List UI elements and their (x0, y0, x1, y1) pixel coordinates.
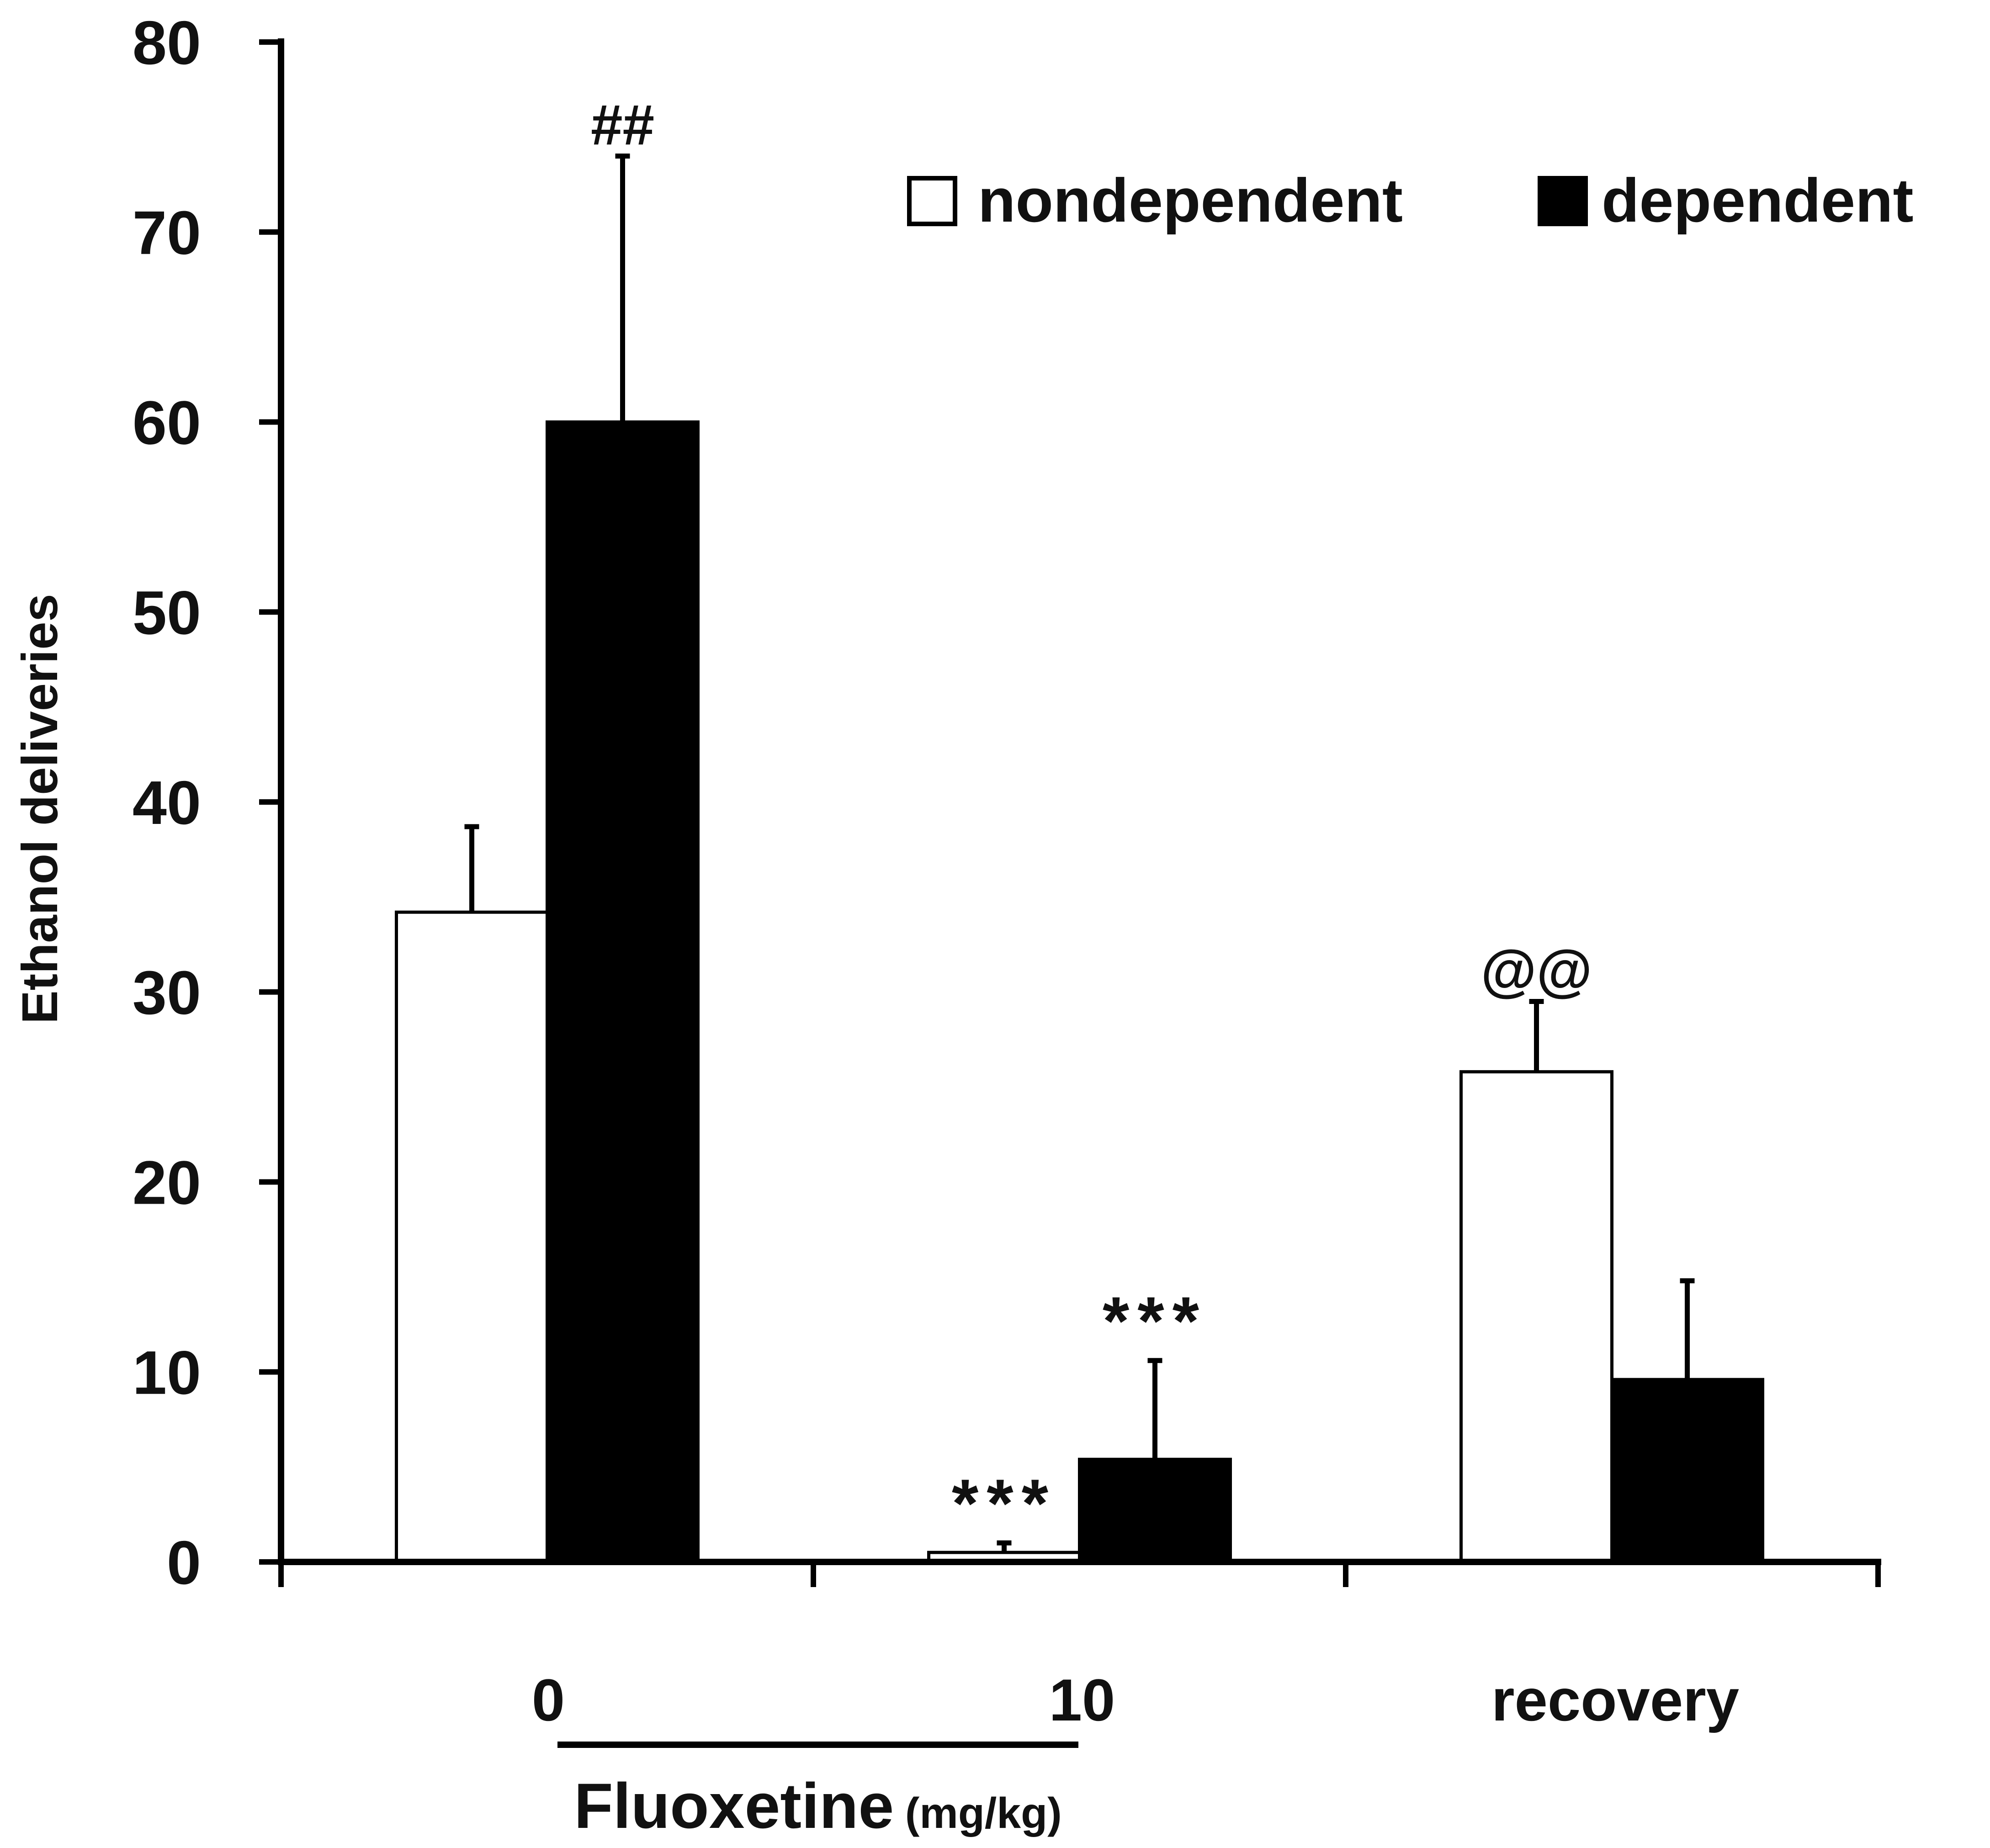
y-tick-label-10: 10 (133, 1338, 201, 1407)
x-axis-label: Fluoxetine (mg/kg) (574, 1770, 1062, 1842)
y-tick-label-80: 80 (133, 8, 201, 77)
y-tick-label-30: 30 (133, 958, 201, 1027)
x-axis-label-unit: (mg/kg) (905, 1789, 1062, 1837)
y-tick-label-0: 0 (167, 1528, 201, 1597)
bar-dependent-10 (1078, 1457, 1232, 1564)
bars: *** @@ ## *** (395, 93, 1764, 1564)
annotation-dependent-10: *** (1103, 1282, 1207, 1359)
x-tick-label-10: 10 (1049, 1667, 1115, 1733)
x-tick-label-recovery: recovery (1491, 1667, 1739, 1733)
legend-swatch-dependent (1538, 176, 1588, 226)
bar-dependent-recovery (1610, 1378, 1764, 1564)
bar-dependent-0 (546, 420, 700, 1564)
x-tick-label-0: 0 (532, 1667, 565, 1733)
annotation-nondependent-10: *** (952, 1465, 1056, 1541)
y-axis-label: Ethanol deliveries (12, 594, 68, 1024)
legend-label-nondependent: nondependent (978, 166, 1403, 235)
x-axis-ticks (278, 1562, 1881, 1587)
y-tick-label-40: 40 (133, 768, 201, 837)
y-tick-label-60: 60 (133, 388, 201, 457)
axes (278, 38, 1881, 1565)
y-tick-label-70: 70 (133, 198, 201, 267)
y-axis-ticks: 0 10 20 30 40 50 60 70 80 (133, 8, 281, 1597)
x-axis-label-main: Fluoxetine (574, 1770, 894, 1842)
y-tick-label-20: 20 (133, 1148, 201, 1217)
annotation-dependent-0: ## (591, 93, 654, 157)
y-tick-label-50: 50 (133, 578, 201, 647)
annotation-nondependent-recovery: @@ (1481, 939, 1592, 1003)
legend: nondependent dependent (907, 166, 1914, 235)
bar-nondependent-0 (395, 910, 549, 1564)
bar-nondependent-recovery (1459, 1070, 1613, 1564)
legend-label-dependent: dependent (1602, 166, 1914, 235)
legend-swatch-nondependent (907, 176, 957, 226)
